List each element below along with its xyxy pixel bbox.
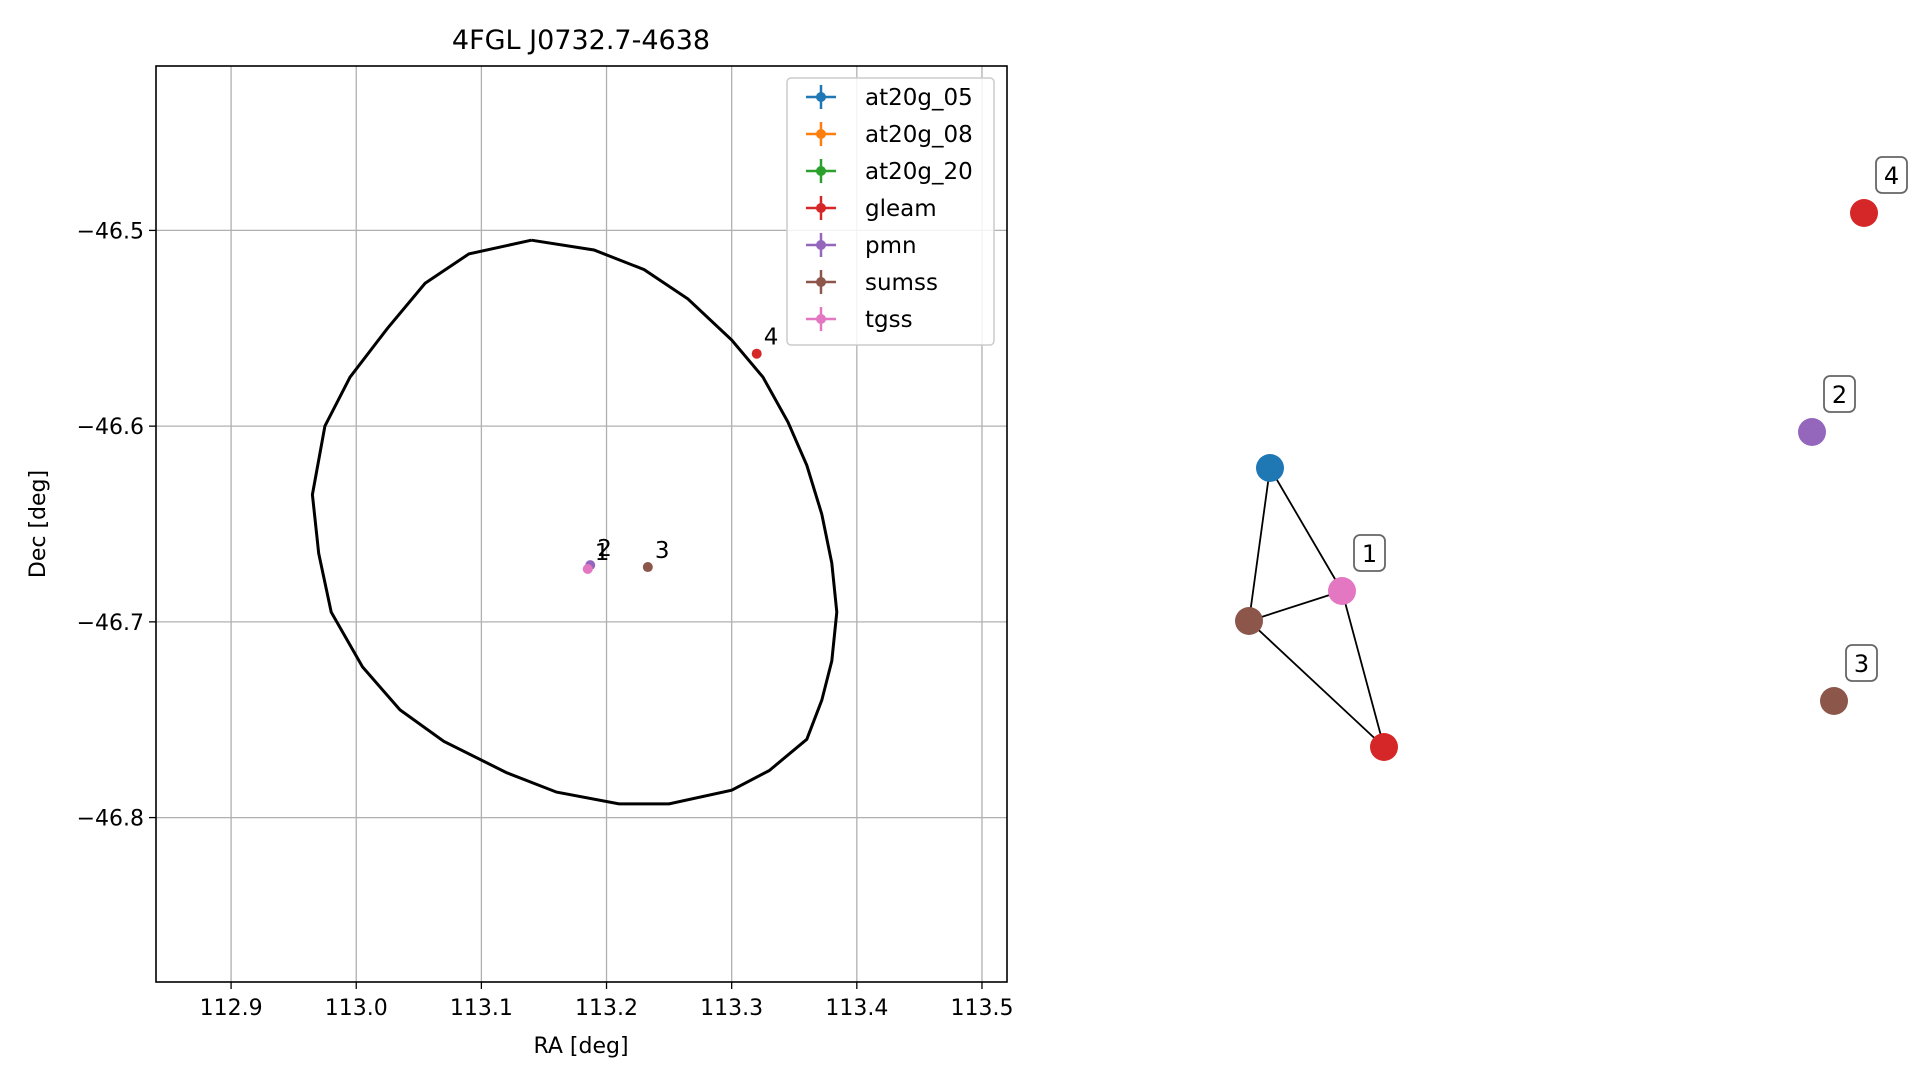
source-annotations: 12 3 4 [595,325,779,566]
network-label-box [1845,644,1878,682]
y-axis-ticks: −46.5 −46.6 −46.7 −46.8 [77,219,156,832]
legend-marker-pmn [816,240,826,250]
x-tick-label: 112.9 [200,996,263,1021]
point-gleam [751,348,762,359]
network-node-gleam_b [1850,199,1878,227]
network-edge [1248,590,1343,622]
legend-label-gleam: gleam [865,196,937,222]
localization-ellipse-group [310,238,839,806]
network-graph: 1 4 2 3 [1235,156,1908,761]
y-tick-label: −46.7 [77,611,144,636]
network-label-box [1353,534,1386,572]
x-tick-label: 113.0 [325,996,388,1021]
network-node-at20g_05 [1256,454,1284,482]
annotation-label: 3 [655,538,670,564]
legend-label-at20g_08: at20g_08 [865,122,973,148]
annotation-label: 2 [597,536,612,562]
source-markers [582,348,762,575]
network-edges [1248,467,1385,748]
chart-title: 4FGL J0732.7-4638 [452,25,710,56]
x-tick-label: 113.3 [700,996,763,1021]
network-node-label: 1 [1362,540,1377,568]
legend-marker-tgss [816,314,826,324]
legend-label-sumss: sumss [865,270,938,296]
network-node-gleam_a [1370,733,1398,761]
legend-marker-sumss [816,277,826,287]
network-node-label: 4 [1884,162,1899,190]
network-edge [1248,467,1271,622]
x-tick-label: 113.1 [450,996,513,1021]
point-tgss [582,564,593,575]
x-tick-label: 113.5 [950,996,1013,1021]
point-sumss [642,562,653,573]
legend-label-at20g_05: at20g_05 [865,85,973,111]
network-label-box [1823,375,1856,413]
annotation-label: 4 [764,325,779,351]
legend-label-pmn: pmn [865,233,917,259]
annotation-label: 1 [595,540,610,566]
network-edge [1248,620,1385,748]
legend-marker-at20g_08 [816,129,826,139]
x-tick-label: 113.2 [575,996,638,1021]
network-edge [1269,467,1343,592]
legend-marker-at20g_05 [816,92,826,102]
network-node-label: 3 [1854,650,1869,678]
localization-ellipse [310,238,839,806]
network-node-sumss_b [1820,687,1848,715]
legend-label-tgss: tgss [865,307,913,333]
y-tick-label: −46.8 [77,807,144,832]
y-tick-label: −46.6 [77,415,144,440]
network-node-tgss [1328,577,1356,605]
y-tick-label: −46.5 [77,219,144,244]
network-nodes [1235,199,1878,761]
x-axis-ticks: 112.9 113.0 113.1 113.2 113.3 113.4 113.5 [200,982,1013,1021]
network-node-sumss_a [1235,607,1263,635]
legend-marker-at20g_20 [816,166,826,176]
legend-label-at20g_20: at20g_20 [865,159,973,185]
y-axis-label: Dec [deg] [26,470,51,578]
x-axis-label: RA [deg] [533,1034,628,1059]
network-node-pmn [1798,418,1826,446]
network-node-labels: 1 4 2 3 [1353,156,1908,682]
network-edge [1341,590,1385,748]
x-tick-label: 113.4 [825,996,888,1021]
legend-box [786,77,995,346]
legend-marker-gleam [816,203,826,213]
network-label-box [1875,156,1908,194]
network-node-label: 2 [1832,381,1847,409]
plot-frame [155,65,1008,983]
